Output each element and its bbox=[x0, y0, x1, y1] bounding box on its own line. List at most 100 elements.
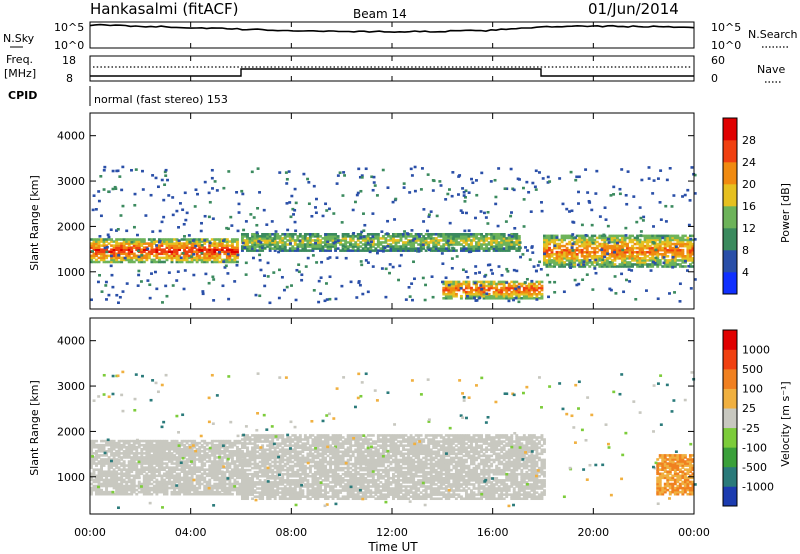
velocity-cell bbox=[117, 456, 121, 459]
velocity-cell bbox=[142, 480, 146, 484]
velocity-cell bbox=[100, 462, 103, 465]
power-cell bbox=[268, 245, 272, 248]
power-cell bbox=[391, 200, 395, 204]
velocity-cell bbox=[142, 486, 146, 490]
velocity-cell bbox=[178, 472, 181, 476]
velocity-cell bbox=[188, 460, 192, 463]
power-cell bbox=[558, 246, 562, 250]
power-cell bbox=[490, 294, 494, 298]
power-cell bbox=[561, 202, 565, 206]
velocity-cell bbox=[200, 456, 204, 459]
power-colorbar-swatch bbox=[723, 272, 737, 295]
velocity-cell bbox=[218, 450, 222, 453]
velocity-cell bbox=[193, 462, 197, 465]
power-cell bbox=[251, 243, 254, 246]
power-cell bbox=[102, 188, 106, 191]
power-cell bbox=[530, 288, 534, 292]
velocity-cell bbox=[253, 472, 257, 476]
power-cell bbox=[437, 247, 441, 250]
power-cell bbox=[225, 242, 229, 245]
power-cell bbox=[290, 284, 293, 287]
velocity-cell bbox=[246, 458, 249, 462]
power-cell bbox=[156, 185, 160, 189]
velocity-cell bbox=[170, 456, 174, 459]
power-cell bbox=[520, 292, 524, 296]
power-cell bbox=[346, 235, 350, 238]
velocity-cell bbox=[122, 466, 126, 469]
power-cell bbox=[636, 234, 640, 238]
velocity-cell bbox=[193, 441, 197, 445]
power-cell bbox=[462, 290, 466, 294]
velocity-cell bbox=[180, 476, 184, 480]
power-cell bbox=[371, 241, 375, 244]
power-cell bbox=[120, 252, 124, 256]
power-cell bbox=[515, 233, 519, 236]
power-cell bbox=[434, 245, 438, 248]
power-cell bbox=[402, 233, 405, 236]
velocity-cell bbox=[253, 458, 257, 462]
power-cell bbox=[643, 263, 647, 266]
velocity-cell bbox=[170, 492, 174, 496]
velocity-cell bbox=[170, 482, 174, 486]
power-cell bbox=[344, 247, 348, 250]
power-cell bbox=[515, 284, 519, 288]
power-cell bbox=[434, 241, 438, 244]
power-cell bbox=[321, 241, 325, 244]
velocity-cell bbox=[130, 445, 134, 449]
power-cell bbox=[494, 202, 498, 206]
power-cell bbox=[152, 238, 156, 241]
velocity-cell bbox=[195, 480, 199, 484]
power-cell bbox=[273, 247, 277, 250]
velocity-cell bbox=[155, 460, 159, 463]
power-cell bbox=[550, 234, 554, 238]
power-cell bbox=[225, 254, 229, 258]
power-cell bbox=[100, 290, 104, 293]
power-cell bbox=[495, 237, 499, 240]
power-cell bbox=[399, 253, 403, 257]
power-cell bbox=[102, 168, 106, 172]
power-cell bbox=[235, 248, 239, 252]
velocity-cell bbox=[190, 470, 194, 474]
velocity-cell bbox=[188, 482, 192, 486]
power-cell bbox=[590, 250, 594, 254]
power-cell bbox=[603, 248, 607, 252]
velocity-cell bbox=[185, 439, 189, 443]
power-cell bbox=[140, 260, 144, 264]
power-cell bbox=[228, 248, 232, 252]
power-cell bbox=[175, 242, 179, 245]
velocity-cell bbox=[223, 492, 227, 496]
velocity-cell bbox=[203, 439, 207, 443]
velocity-cell bbox=[263, 448, 267, 452]
velocity-cell bbox=[117, 439, 121, 443]
velocity-cell bbox=[140, 468, 144, 471]
power-cell bbox=[180, 258, 184, 262]
velocity-cell bbox=[117, 450, 121, 453]
power-cell bbox=[434, 233, 438, 236]
power-cell bbox=[198, 246, 202, 249]
power-cell bbox=[610, 265, 614, 268]
power-cell bbox=[586, 191, 590, 194]
velocity-cell bbox=[230, 472, 234, 476]
power-cell bbox=[546, 273, 550, 277]
power-cell bbox=[127, 248, 131, 252]
power-cell bbox=[570, 246, 574, 249]
velocity-cell bbox=[140, 466, 144, 469]
velocity-cell bbox=[215, 476, 219, 480]
power-cell bbox=[135, 240, 139, 243]
power-cell bbox=[205, 248, 209, 252]
power-cell bbox=[167, 194, 171, 197]
power-cell bbox=[535, 286, 539, 290]
power-cell bbox=[495, 239, 499, 242]
power-cell bbox=[545, 261, 549, 264]
power-cell bbox=[147, 256, 151, 260]
velocity-cell bbox=[203, 452, 207, 455]
power-cell bbox=[132, 244, 136, 247]
power-cell bbox=[512, 233, 516, 236]
velocity-cell bbox=[105, 460, 109, 463]
power-cell bbox=[631, 250, 634, 254]
velocity-cell bbox=[283, 450, 287, 454]
power-cell bbox=[472, 249, 476, 252]
velocity-cell bbox=[241, 446, 244, 449]
velocity-cell bbox=[102, 490, 106, 494]
